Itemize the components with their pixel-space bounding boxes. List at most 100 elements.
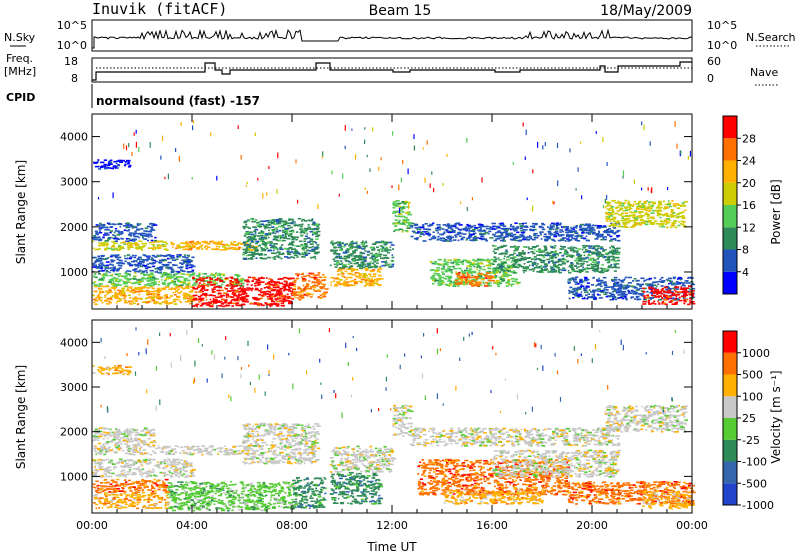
power-cell <box>484 284 488 287</box>
power-cell <box>131 292 136 294</box>
power-cell <box>260 281 265 283</box>
power-cell <box>175 286 179 288</box>
power-cell <box>513 250 515 252</box>
power-cell <box>311 250 315 253</box>
power-cell <box>549 265 552 268</box>
power-cell <box>102 224 106 227</box>
power-cell <box>535 245 539 247</box>
power-cell <box>446 230 449 233</box>
power-cell <box>218 300 221 302</box>
power-cell <box>171 280 174 282</box>
power-cell <box>525 236 528 239</box>
power-cell <box>582 268 586 271</box>
power-cell <box>395 203 398 205</box>
power-cell <box>137 290 141 293</box>
power-cell <box>124 285 129 287</box>
power-cell <box>353 249 357 252</box>
power-cell <box>117 256 122 259</box>
power-cell <box>133 276 136 278</box>
power-cell <box>103 243 108 246</box>
power-cell <box>218 286 223 289</box>
power-cell <box>577 257 581 260</box>
power-cell <box>304 243 307 245</box>
power-cell <box>610 218 615 221</box>
power-cell <box>465 276 468 279</box>
power-cell <box>188 266 193 269</box>
power-cell <box>607 256 611 259</box>
power-cell <box>271 252 276 254</box>
power-cell <box>392 203 396 205</box>
power-cell <box>268 241 273 243</box>
power-cell <box>557 234 561 236</box>
power-cell <box>240 243 244 245</box>
power-cell <box>157 283 160 286</box>
power-cell <box>673 222 677 224</box>
power-cell <box>514 248 519 251</box>
power-cell <box>390 265 394 268</box>
power-cell <box>347 272 352 275</box>
power-cell <box>597 294 601 296</box>
power-cell <box>348 261 351 263</box>
power-cell <box>142 264 147 267</box>
power-cell <box>561 246 566 248</box>
power-cell <box>684 209 687 212</box>
power-cell <box>503 236 507 238</box>
power-cell <box>613 290 617 293</box>
power-cell <box>650 205 654 207</box>
power-cell <box>678 221 680 223</box>
power-cell <box>176 285 181 288</box>
power-cell <box>381 264 385 267</box>
power-cell <box>192 244 196 247</box>
power-cell <box>571 270 575 272</box>
power-cell <box>246 240 250 243</box>
power-cell <box>356 268 358 271</box>
power-cell <box>607 259 611 261</box>
power-cell <box>504 251 509 253</box>
power-cell <box>606 252 610 255</box>
power-cell <box>190 299 194 301</box>
power-cell <box>485 264 489 267</box>
power-cell <box>366 245 368 247</box>
power-cell <box>558 223 562 226</box>
power-cell <box>126 282 128 285</box>
power-cell <box>351 273 356 276</box>
power-cell <box>183 297 187 300</box>
power-cell <box>94 285 98 288</box>
power-cell <box>276 248 279 251</box>
power-cell <box>145 269 148 272</box>
power-cell <box>273 243 278 245</box>
power-cell <box>265 277 268 279</box>
power-cell <box>520 253 522 256</box>
power-cell <box>260 276 263 279</box>
power-cell <box>531 264 535 267</box>
power-cell <box>99 259 103 262</box>
power-cell <box>659 223 664 226</box>
power-cell <box>372 275 376 278</box>
power-cell <box>284 227 289 230</box>
power-cell <box>491 222 496 225</box>
power-cell <box>129 223 133 226</box>
power-cell <box>513 230 516 232</box>
power-cell <box>514 259 517 261</box>
power-cell <box>113 237 118 240</box>
power-cell <box>292 252 297 255</box>
power-cell <box>110 279 114 282</box>
power-cell <box>380 241 385 244</box>
power-cell <box>260 257 265 260</box>
power-cell <box>304 285 307 288</box>
power-cell <box>577 271 582 273</box>
power-cell <box>131 254 135 257</box>
power-cell <box>338 257 342 259</box>
power-cell <box>495 279 500 282</box>
power-cell <box>619 296 623 299</box>
power-cell <box>399 219 401 222</box>
power-cell <box>173 282 177 284</box>
power-cell <box>487 277 491 279</box>
power-cell <box>489 275 493 277</box>
power-cell <box>184 261 187 264</box>
power-cell <box>246 232 250 234</box>
power-cell <box>595 245 599 247</box>
power-cell <box>151 223 156 225</box>
power-cell <box>312 245 315 248</box>
power-cell <box>120 242 124 244</box>
